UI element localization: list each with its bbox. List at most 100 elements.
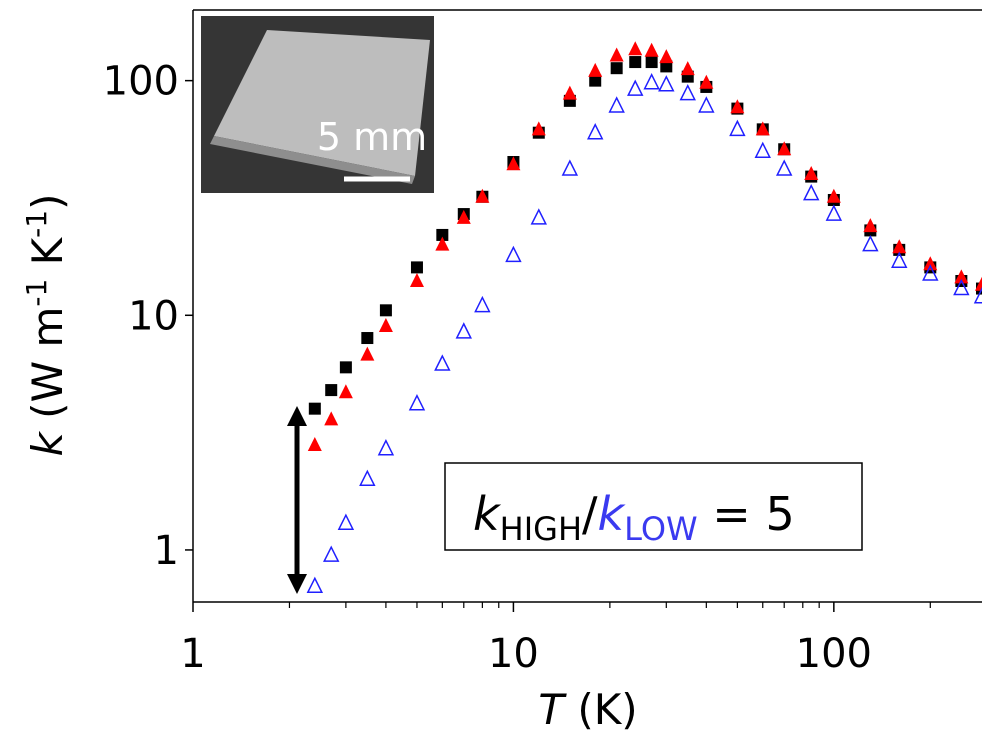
- data-point: [323, 545, 340, 562]
- data-point: [658, 75, 675, 92]
- plot-area: [306, 41, 982, 594]
- data-point: [730, 99, 745, 114]
- annotation-part: HIGH: [500, 510, 582, 548]
- data-point: [361, 332, 374, 345]
- annotation-part: = 5: [698, 487, 795, 541]
- y-label-part: k: [23, 431, 72, 457]
- data-point: [505, 245, 522, 263]
- data-point: [699, 74, 714, 89]
- y-label-part: -1: [20, 279, 53, 307]
- axes-frame: [192, 9, 982, 603]
- data-point: [645, 56, 658, 69]
- data-point: [863, 218, 878, 233]
- annotation-part: /: [582, 487, 598, 541]
- x-label-part: (K): [564, 685, 638, 734]
- data-point: [474, 295, 491, 313]
- double-arrow: [287, 406, 307, 594]
- arrow-head: [287, 574, 307, 594]
- annotation-frame: [444, 462, 863, 551]
- data-point: [755, 121, 770, 136]
- data-point: [410, 261, 423, 274]
- data-point: [862, 234, 879, 252]
- data-point: [729, 119, 746, 137]
- data-point: [506, 156, 521, 171]
- data-point: [338, 384, 353, 399]
- data-point: [679, 83, 696, 101]
- data-point: [589, 74, 602, 87]
- annotation-box: kHIGH/kLOW = 5: [444, 462, 863, 551]
- data-point: [435, 236, 450, 251]
- data-point: [923, 256, 938, 271]
- scale-label: 5 mm: [317, 115, 427, 159]
- y-label-part: K: [23, 236, 72, 278]
- data-point: [379, 304, 392, 317]
- y-tick-label: 10: [128, 293, 179, 339]
- data-point: [644, 42, 659, 57]
- inset-photo: 5 mm: [201, 16, 434, 193]
- data-point: [643, 73, 660, 90]
- annotation-part: k: [598, 487, 627, 541]
- data-point: [777, 141, 792, 156]
- data-point: [530, 208, 548, 225]
- data-point: [892, 239, 907, 254]
- data-point: [680, 61, 695, 76]
- data-point: [587, 123, 604, 140]
- data-point: [360, 346, 375, 361]
- x-tick-label: 100: [796, 631, 872, 677]
- data-point: [629, 56, 642, 69]
- data-point: [359, 469, 376, 487]
- data-point: [324, 411, 339, 426]
- y-label-part: ): [23, 194, 72, 210]
- data-point: [409, 273, 424, 288]
- data-point: [562, 85, 577, 100]
- data-point: [628, 41, 643, 56]
- data-point: [339, 361, 352, 374]
- data-point: [610, 62, 623, 75]
- x-tick-label: 1: [180, 631, 205, 677]
- data-point: [975, 276, 982, 291]
- x-label-part: T: [538, 685, 567, 734]
- data-point: [378, 318, 393, 333]
- data-point: [475, 188, 490, 203]
- y-label-part: -1: [20, 210, 53, 238]
- sample-edge: [210, 136, 415, 184]
- data-point: [825, 204, 843, 221]
- data-point: [754, 141, 771, 159]
- data-point: [308, 402, 321, 415]
- data-point: [531, 121, 546, 136]
- y-label-part: (W m: [23, 307, 72, 433]
- y-axis-label: k (W m-1 K-1): [20, 194, 72, 457]
- data-point: [804, 166, 819, 181]
- data-point: [775, 159, 793, 176]
- x-tick-label: 10: [488, 631, 539, 677]
- annotation: kHIGH/kLOW = 5: [473, 487, 795, 548]
- data-point: [377, 439, 395, 456]
- data-point: [953, 278, 970, 296]
- data-point: [337, 513, 355, 530]
- data-point: [660, 60, 673, 73]
- data-point: [588, 62, 603, 77]
- data-point: [608, 96, 625, 113]
- data-point: [891, 251, 908, 268]
- data-point: [561, 159, 579, 176]
- sample-plate: [214, 30, 430, 176]
- data-point: [325, 384, 338, 397]
- x-axis-label: T (K): [538, 685, 637, 734]
- annotation-part: LOW: [624, 510, 698, 548]
- data-point: [826, 188, 841, 203]
- data-point: [434, 354, 451, 371]
- data-point: [922, 264, 939, 281]
- data-point: [455, 322, 472, 339]
- data-point: [307, 437, 322, 452]
- data-point: [627, 79, 644, 96]
- y-tick-label: 100: [103, 59, 179, 105]
- arrow-head: [287, 406, 307, 426]
- data-point: [609, 47, 624, 62]
- data-point: [973, 287, 982, 304]
- annotation-part: k: [473, 487, 502, 541]
- data-point: [408, 394, 426, 411]
- y-tick-label: 1: [154, 528, 179, 574]
- data-point: [306, 576, 324, 594]
